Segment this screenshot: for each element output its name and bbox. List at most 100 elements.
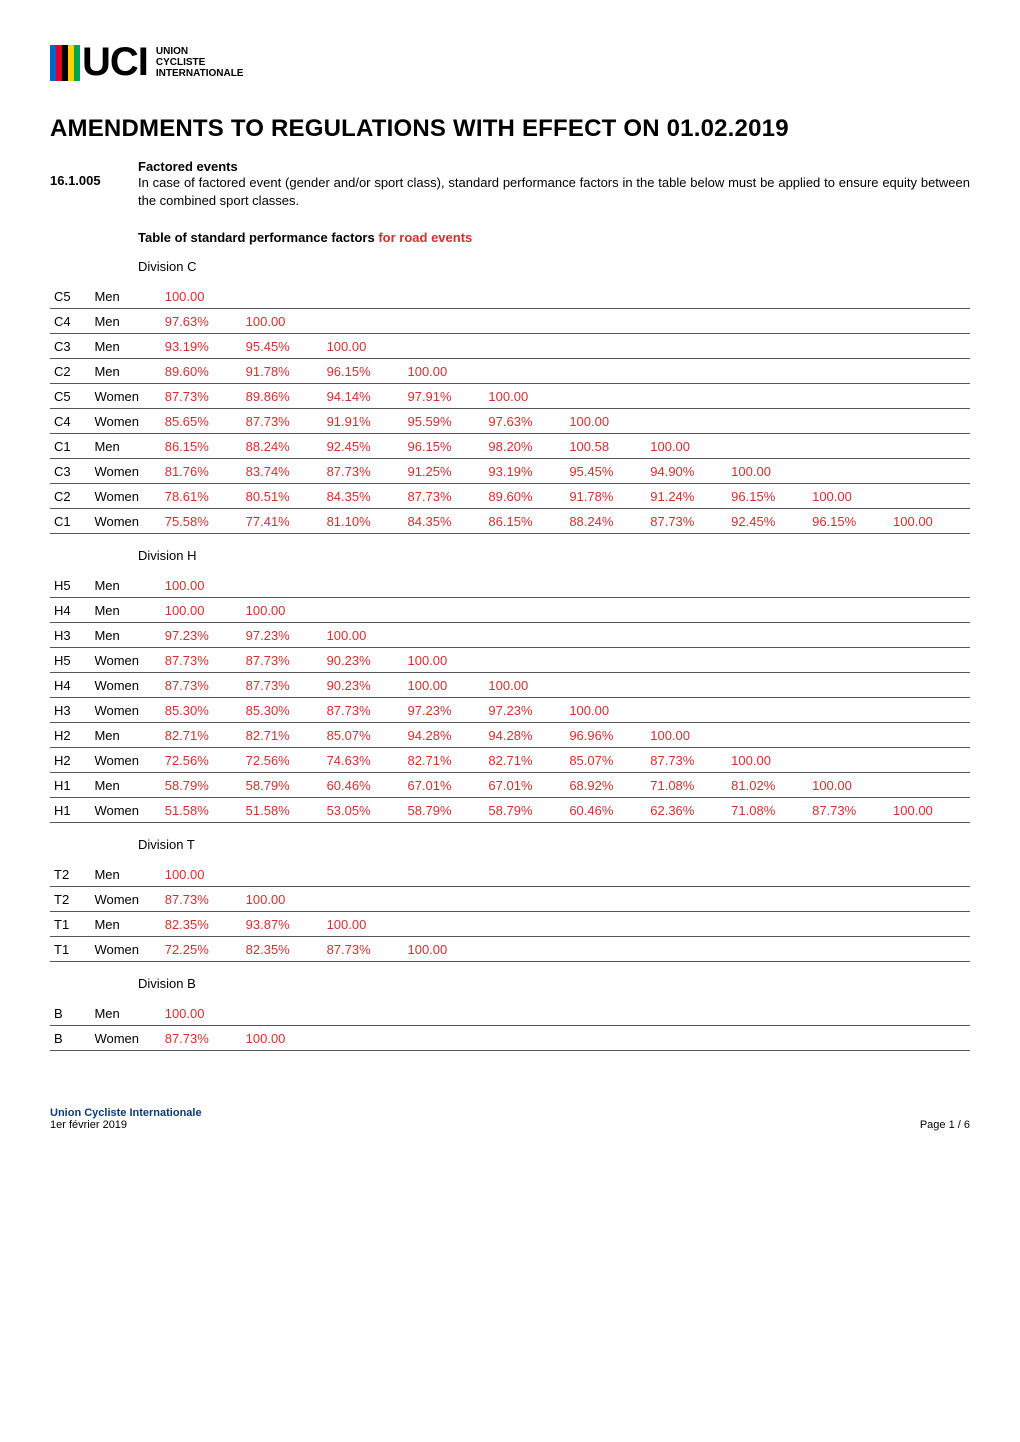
value-cell: 82.71% xyxy=(242,723,323,748)
empty-cell xyxy=(484,284,565,309)
empty-cell xyxy=(727,698,808,723)
empty-cell xyxy=(808,862,889,887)
table-row: C4Men97.63%100.00 xyxy=(50,309,970,334)
category-cell: Women xyxy=(90,484,160,509)
table-row: H5Men100.00 xyxy=(50,573,970,598)
empty-cell xyxy=(323,598,404,623)
value-cell: 100.00 xyxy=(161,862,242,887)
empty-cell xyxy=(646,309,727,334)
value-cell: 86.15% xyxy=(484,509,565,534)
value-cell: 71.08% xyxy=(646,773,727,798)
value-cell: 87.73% xyxy=(646,748,727,773)
value-cell: 74.63% xyxy=(323,748,404,773)
empty-cell xyxy=(889,773,970,798)
value-cell: 95.45% xyxy=(565,459,646,484)
empty-cell xyxy=(484,862,565,887)
empty-cell xyxy=(808,698,889,723)
empty-cell xyxy=(403,623,484,648)
value-cell: 100.00 xyxy=(565,698,646,723)
value-cell: 88.24% xyxy=(242,434,323,459)
value-cell: 58.79% xyxy=(242,773,323,798)
empty-cell xyxy=(889,1001,970,1026)
empty-cell xyxy=(242,862,323,887)
value-cell: 89.60% xyxy=(161,359,242,384)
value-cell: 100.00 xyxy=(808,484,889,509)
article-number: 16.1.005 xyxy=(50,159,138,188)
category-cell: Men xyxy=(90,862,160,887)
empty-cell xyxy=(727,912,808,937)
empty-cell xyxy=(808,648,889,673)
value-cell: 100.00 xyxy=(889,798,970,823)
value-cell: 100.00 xyxy=(727,748,808,773)
factors-table: C5Men100.00C4Men97.63%100.00C3Men93.19%9… xyxy=(50,284,970,534)
class-cell: C5 xyxy=(50,284,90,309)
empty-cell xyxy=(889,409,970,434)
table-row: C5Women87.73%89.86%94.14%97.91%100.00 xyxy=(50,384,970,409)
value-cell: 51.58% xyxy=(242,798,323,823)
empty-cell xyxy=(565,1001,646,1026)
value-cell: 96.15% xyxy=(727,484,808,509)
value-cell: 83.74% xyxy=(242,459,323,484)
value-cell: 96.15% xyxy=(808,509,889,534)
empty-cell xyxy=(403,1026,484,1051)
value-cell: 88.24% xyxy=(565,509,646,534)
empty-cell xyxy=(727,937,808,962)
value-cell: 72.25% xyxy=(161,937,242,962)
class-cell: C4 xyxy=(50,409,90,434)
value-cell: 67.01% xyxy=(484,773,565,798)
value-cell: 82.35% xyxy=(242,937,323,962)
class-cell: H4 xyxy=(50,673,90,698)
category-cell: Men xyxy=(90,359,160,384)
empty-cell xyxy=(565,1026,646,1051)
category-cell: Men xyxy=(90,573,160,598)
empty-cell xyxy=(808,748,889,773)
empty-cell xyxy=(889,1026,970,1051)
empty-cell xyxy=(889,434,970,459)
empty-cell xyxy=(808,284,889,309)
empty-cell xyxy=(727,309,808,334)
class-cell: C2 xyxy=(50,484,90,509)
value-cell: 87.73% xyxy=(242,409,323,434)
empty-cell xyxy=(808,573,889,598)
empty-cell xyxy=(646,887,727,912)
table-row: H2Women72.56%72.56%74.63%82.71%82.71%85.… xyxy=(50,748,970,773)
empty-cell xyxy=(889,359,970,384)
empty-cell xyxy=(727,284,808,309)
value-cell: 91.25% xyxy=(403,459,484,484)
table-row: H5Women87.73%87.73%90.23%100.00 xyxy=(50,648,970,673)
category-cell: Men xyxy=(90,912,160,937)
empty-cell xyxy=(646,409,727,434)
value-cell: 97.23% xyxy=(242,623,323,648)
table-title-red: for road events xyxy=(378,230,472,245)
empty-cell xyxy=(484,1001,565,1026)
table-row: H3Men97.23%97.23%100.00 xyxy=(50,623,970,648)
table-row: T2Men100.00 xyxy=(50,862,970,887)
empty-cell xyxy=(484,623,565,648)
empty-cell xyxy=(403,573,484,598)
empty-cell xyxy=(889,573,970,598)
page-title: AMENDMENTS TO REGULATIONS WITH EFFECT ON… xyxy=(50,115,970,143)
empty-cell xyxy=(889,334,970,359)
class-cell: H1 xyxy=(50,773,90,798)
value-cell: 91.78% xyxy=(565,484,646,509)
value-cell: 100.00 xyxy=(484,673,565,698)
empty-cell xyxy=(889,623,970,648)
value-cell: 100.00 xyxy=(484,384,565,409)
uci-logo: UCI UNION CYCLISTE INTERNATIONALE xyxy=(50,40,970,85)
class-cell: H5 xyxy=(50,648,90,673)
category-cell: Women xyxy=(90,937,160,962)
empty-cell xyxy=(727,723,808,748)
empty-cell xyxy=(403,334,484,359)
class-cell: C5 xyxy=(50,384,90,409)
value-cell: 96.96% xyxy=(565,723,646,748)
class-cell: H3 xyxy=(50,698,90,723)
class-cell: H3 xyxy=(50,623,90,648)
empty-cell xyxy=(565,912,646,937)
empty-cell xyxy=(646,698,727,723)
empty-cell xyxy=(808,359,889,384)
empty-cell xyxy=(484,359,565,384)
division-label: Division B xyxy=(138,976,970,991)
empty-cell xyxy=(727,887,808,912)
page-footer: Union Cycliste Internationale 1er févrie… xyxy=(0,1077,1020,1151)
empty-cell xyxy=(889,484,970,509)
